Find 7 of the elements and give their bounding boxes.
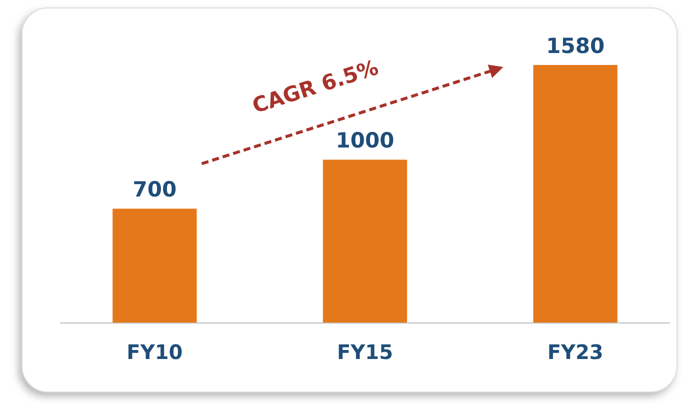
data-label: 1000	[336, 128, 394, 153]
x-tick-label: FY15	[337, 340, 393, 364]
annotation: CAGR 6.5%	[250, 55, 382, 118]
data-label: 1580	[546, 34, 605, 58]
x-tick-label: FY23	[547, 340, 604, 364]
x-tick-label: FY10	[126, 340, 183, 364]
data-label: 700	[132, 178, 177, 202]
